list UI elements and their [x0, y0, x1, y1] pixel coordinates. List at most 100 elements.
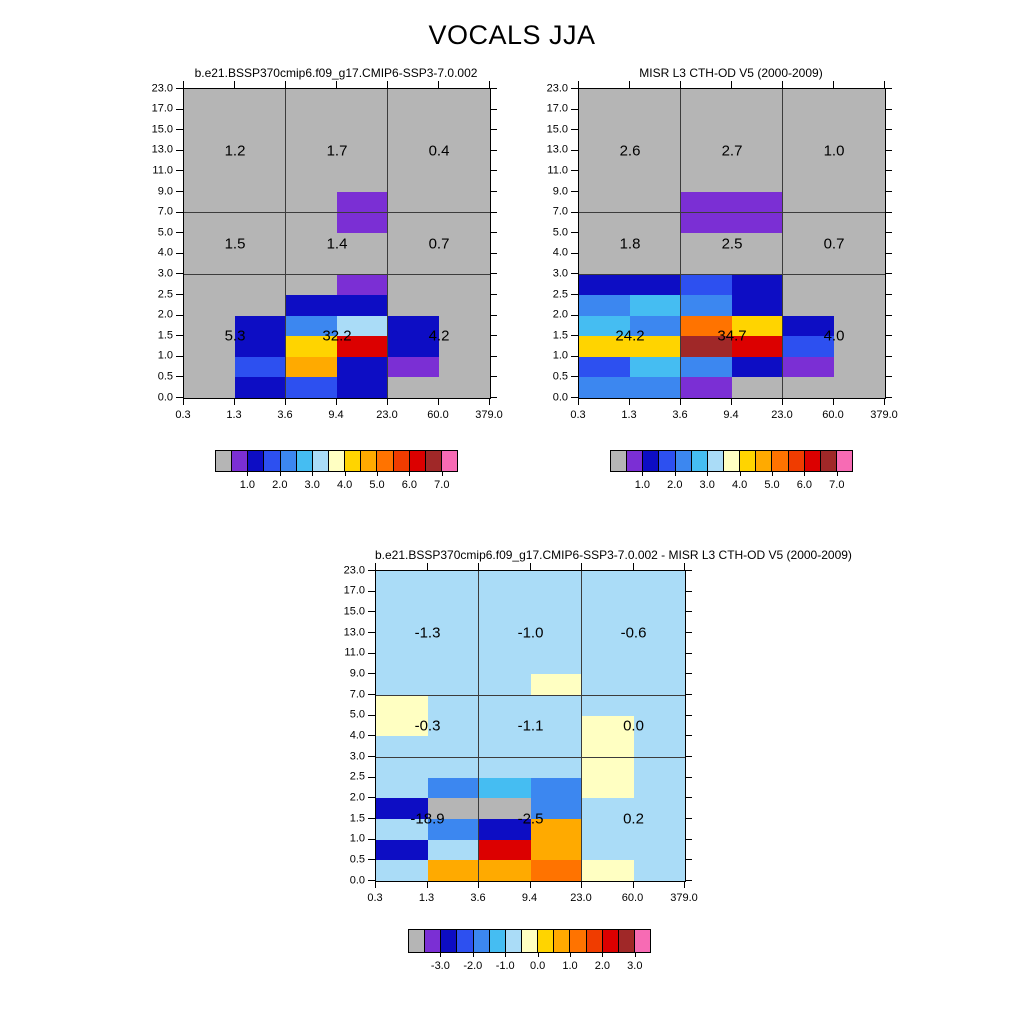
colorbar-swatch: [658, 451, 675, 471]
colorbar-swatch: [263, 451, 280, 471]
y-tick-right: [490, 191, 497, 192]
colorbar-tick-label: 6.0: [401, 479, 418, 491]
heatmap-cell: [582, 571, 634, 592]
y-tick-left: [176, 191, 183, 192]
region-value: 32.2: [322, 327, 352, 345]
colorbar-swatch: [835, 451, 853, 471]
colorbar-swatch: [472, 930, 489, 952]
colorbar-tick: [707, 472, 709, 476]
heatmap-cell: [388, 89, 439, 110]
heatmap-cell: [530, 798, 582, 819]
colorbar-tick-label: 0.0: [529, 960, 546, 972]
heatmap-plot: 2.6 2.7 1.0 1.8 2.5 0.7 24.2 34.7 4.0: [578, 88, 886, 399]
heatmap-cell: [439, 295, 490, 316]
heatmap-cell: [388, 336, 439, 357]
colorbar-tick: [642, 472, 644, 476]
heatmap-cell: [579, 274, 630, 295]
heatmap-cell: [376, 736, 428, 757]
x-tick-label: 3.6: [470, 892, 486, 904]
x-tick-bottom: [581, 881, 582, 888]
heatmap-cell: [633, 695, 685, 716]
heatmap-cell: [582, 839, 634, 861]
y-tick-label: 17.0: [151, 102, 173, 115]
heatmap-cell: [427, 736, 479, 757]
colorbar-swatch: [537, 930, 554, 952]
major-gridline-horizontal: [579, 273, 885, 275]
heatmap-cell: [184, 356, 235, 378]
major-gridline-horizontal: [184, 212, 490, 214]
heatmap-cell: [337, 150, 388, 172]
y-tick-right: [685, 652, 692, 654]
x-tick-label: 60.0: [427, 409, 449, 421]
heatmap-cell: [681, 192, 732, 213]
y-tick-left: [368, 673, 375, 675]
x-tick-top: [489, 81, 490, 88]
x-tick-label: 3.6: [672, 409, 688, 421]
heatmap-cell: [582, 757, 634, 778]
heatmap-cell: [286, 130, 337, 151]
x-tick-bottom: [782, 398, 783, 405]
heatmap-cell: [388, 130, 439, 151]
heatmap-cell: [388, 212, 439, 234]
x-tick-label: 3.6: [277, 409, 293, 421]
x-tick-top: [884, 81, 885, 88]
y-tick-left: [176, 376, 183, 378]
colorbar-swatch: [585, 930, 602, 952]
x-tick-label: 1.3: [621, 409, 637, 421]
y-tick-right: [490, 88, 497, 89]
y-tick-right: [685, 735, 692, 737]
heatmap-cell: [376, 860, 428, 881]
x-tick-bottom: [833, 398, 834, 405]
heatmap-cell: [337, 130, 388, 151]
heatmap-cell: [530, 715, 582, 737]
heatmap-cell: [184, 315, 235, 337]
y-tick-right: [685, 590, 692, 592]
y-tick-right: [490, 252, 497, 254]
y-tick-label: 1.5: [552, 329, 568, 342]
y-tick-label: 11.0: [344, 646, 365, 659]
heatmap-cell: [376, 798, 428, 819]
y-tick-right: [885, 88, 892, 89]
y-tick-right: [490, 314, 497, 316]
major-gridline-vertical: [285, 89, 287, 398]
region-value: 5.3: [224, 327, 246, 345]
heatmap-cell: [633, 653, 685, 675]
heatmap-cell: [184, 253, 235, 275]
y-tick-right: [885, 397, 892, 398]
y-tick-right: [885, 314, 892, 316]
y-tick-left: [176, 355, 183, 357]
colorbar-tick-label: 2.0: [272, 479, 288, 491]
x-tick-label: 0.3: [175, 409, 191, 421]
y-tick-label: 7.0: [552, 205, 568, 218]
region-value: 0.0: [623, 717, 644, 735]
y-tick-label: 2.0: [552, 308, 568, 321]
heatmap-cell: [630, 336, 681, 357]
y-tick-right: [490, 397, 497, 398]
major-gridline-vertical: [581, 571, 583, 881]
heatmap-cell: [630, 109, 681, 131]
y-tick-right: [685, 797, 692, 799]
y-tick-left: [571, 376, 578, 378]
region-value: 0.4: [428, 142, 450, 160]
heatmap-cell: [834, 274, 885, 295]
heatmap-cell: [582, 798, 634, 819]
y-tick-right: [490, 294, 497, 295]
heatmap-cell: [582, 633, 634, 654]
region-value: -18.9: [410, 810, 445, 828]
x-tick-label: 379.0: [475, 409, 503, 421]
heatmap-cell: [633, 819, 685, 840]
y-tick-right: [885, 294, 892, 295]
colorbar-swatch: [690, 451, 707, 471]
y-tick-label: 1.0: [157, 349, 173, 362]
y-tick-left: [571, 397, 578, 398]
heatmap-cell: [530, 633, 582, 654]
heatmap-cell: [388, 356, 439, 378]
heatmap-cell: [286, 377, 337, 398]
heatmap-cell: [582, 860, 634, 881]
heatmap-cell: [630, 233, 681, 254]
x-tick-bottom: [884, 398, 885, 405]
heatmap-plot: 1.2 1.7 0.4 1.5 1.4 0.7 5.3 32.2 4.2: [183, 88, 491, 399]
heatmap-cell: [439, 253, 490, 275]
colorbar-swatch: [520, 930, 538, 952]
colorbar-tick-label: 4.0: [731, 479, 748, 491]
